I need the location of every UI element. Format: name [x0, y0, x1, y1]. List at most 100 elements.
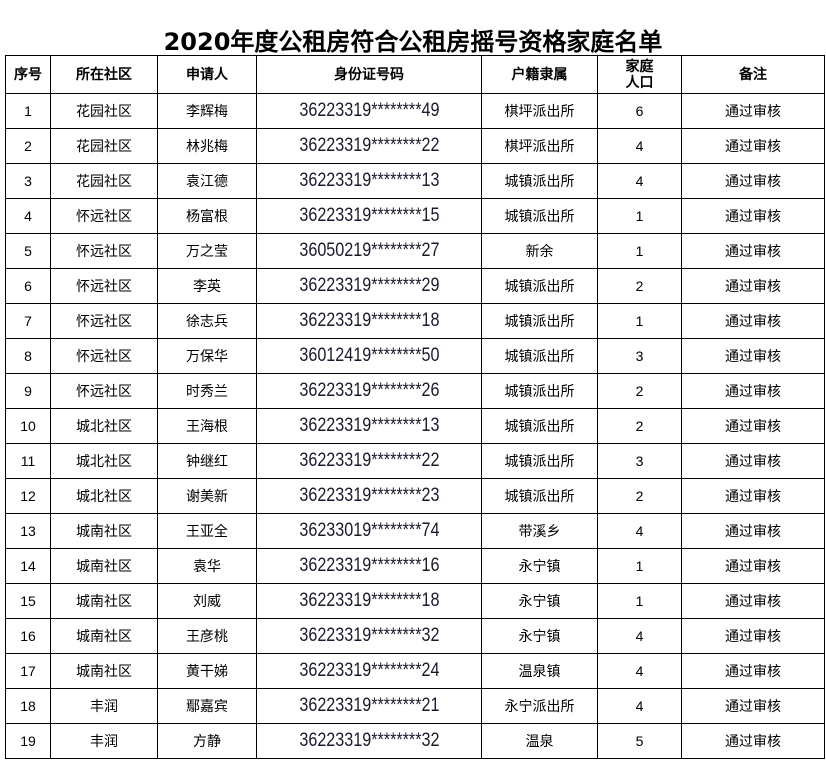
applicant-cell: 万之莹 — [157, 233, 257, 269]
household-cell: 城镇派出所 — [481, 163, 598, 199]
household-cell: 城镇派出所 — [481, 408, 598, 444]
remark-cell: 通过审核 — [681, 408, 825, 444]
table-row: 10 城北社区 王海根 36223319********13 城镇派出所 2 通过审核 — [5, 408, 825, 444]
community-cell: 丰润 — [50, 723, 158, 759]
id-number-text: 36223319********32 — [298, 730, 440, 751]
table-row: 15 城南社区 刘威 36223319********18 永宁镇 1 通过审核 — [5, 583, 825, 619]
applicant-cell: 谢美新 — [157, 478, 257, 514]
applicant-cell: 刘威 — [157, 583, 257, 619]
table-row: 14 城南社区 袁华 36223319********16 永宁镇 1 通过审核 — [5, 548, 825, 584]
seq-cell: 12 — [5, 478, 51, 514]
applicant-cell: 袁江德 — [157, 163, 257, 199]
family-size-cell: 1 — [597, 583, 682, 619]
id-number-text: 36223319********18 — [298, 310, 440, 331]
id-number-text: 36223319********22 — [298, 135, 440, 156]
community-cell: 城北社区 — [50, 478, 158, 514]
household-cell: 温泉镇 — [481, 653, 598, 689]
family-size-cell: 2 — [597, 373, 682, 409]
table-row: 16 城南社区 王彦桃 36223319********32 永宁镇 4 通过审核 — [5, 618, 825, 654]
household-cell: 永宁镇 — [481, 583, 598, 619]
applicant-cell: 李辉梅 — [157, 93, 257, 129]
id-number-cell: 36223319********13 — [256, 408, 482, 444]
remark-cell: 通过审核 — [681, 198, 825, 234]
seq-cell: 8 — [5, 338, 51, 374]
applicant-cell: 王海根 — [157, 408, 257, 444]
seq-cell: 18 — [5, 688, 51, 724]
remark-cell: 通过审核 — [681, 338, 825, 374]
family-size-cell: 4 — [597, 618, 682, 654]
remark-cell: 通过审核 — [681, 233, 825, 269]
id-number-text: 36223319********15 — [298, 205, 440, 226]
community-cell: 城南社区 — [50, 618, 158, 654]
seq-cell: 15 — [5, 583, 51, 619]
family-size-cell: 4 — [597, 653, 682, 689]
community-cell: 花园社区 — [50, 128, 158, 164]
family-size-cell: 5 — [597, 723, 682, 759]
household-cell: 城镇派出所 — [481, 198, 598, 234]
household-cell: 城镇派出所 — [481, 478, 598, 514]
remark-cell: 通过审核 — [681, 583, 825, 619]
family-size-cell: 4 — [597, 163, 682, 199]
community-cell: 怀远社区 — [50, 373, 158, 409]
community-cell: 城南社区 — [50, 653, 158, 689]
seq-cell: 6 — [5, 268, 51, 304]
id-number-cell: 36223319********16 — [256, 548, 482, 584]
family-size-cell: 2 — [597, 478, 682, 514]
id-number-text: 36012419********50 — [298, 345, 440, 366]
table-row: 6 怀远社区 李英 36223319********29 城镇派出所 2 通过审核 — [5, 268, 825, 304]
remark-cell: 通过审核 — [681, 373, 825, 409]
table-row: 18 丰润 鄢嘉宾 36223319********21 永宁派出所 4 通过审核 — [5, 688, 825, 724]
eligible-families-table: 序号 所在社区 申请人 身份证号码 户籍隶属 家庭 人口 备注 1 花园社区 李辉梅 3… — [5, 55, 825, 759]
applicant-cell: 钟继红 — [157, 443, 257, 479]
header-row: 序号 所在社区 申请人 身份证号码 户籍隶属 家庭 人口 备注 — [5, 55, 825, 94]
seq-cell: 9 — [5, 373, 51, 409]
id-number-cell: 36223319********22 — [256, 128, 482, 164]
id-number-cell: 36223319********23 — [256, 478, 482, 514]
household-cell: 城镇派出所 — [481, 303, 598, 339]
household-cell: 永宁镇 — [481, 548, 598, 584]
id-number-cell: 36223319********32 — [256, 618, 482, 654]
community-cell: 怀远社区 — [50, 268, 158, 304]
family-size-cell: 3 — [597, 338, 682, 374]
id-number-text: 36223319********49 — [298, 100, 440, 121]
table-row: 11 城北社区 钟继红 36223319********22 城镇派出所 3 通过审核 — [5, 443, 825, 479]
id-number-text: 36223319********21 — [298, 695, 440, 716]
applicant-cell: 万保华 — [157, 338, 257, 374]
id-number-cell: 36223319********18 — [256, 303, 482, 339]
id-number-text: 36050219********27 — [298, 240, 440, 261]
id-number-cell: 36223319********21 — [256, 688, 482, 724]
family-size-cell: 6 — [597, 93, 682, 129]
community-cell: 怀远社区 — [50, 303, 158, 339]
header-family-size-line1: 家庭 — [625, 58, 654, 75]
seq-cell: 4 — [5, 198, 51, 234]
applicant-cell: 袁华 — [157, 548, 257, 584]
id-number-cell: 36012419********50 — [256, 338, 482, 374]
id-number-text: 36223319********18 — [298, 590, 440, 611]
id-number-cell: 36223319********22 — [256, 443, 482, 479]
table-row: 17 城南社区 黄干娣 36223319********24 温泉镇 4 通过审核 — [5, 653, 825, 689]
header-family-size-line2: 人口 — [625, 74, 654, 91]
table-row: 4 怀远社区 杨富根 36223319********15 城镇派出所 1 通过审核 — [5, 198, 825, 234]
seq-cell: 5 — [5, 233, 51, 269]
table-row: 3 花园社区 袁江德 36223319********13 城镇派出所 4 通过审核 — [5, 163, 825, 199]
seq-cell: 11 — [5, 443, 51, 479]
household-cell: 棋坪派出所 — [481, 93, 598, 129]
family-size-cell: 1 — [597, 548, 682, 584]
id-number-cell: 36223319********49 — [256, 93, 482, 129]
table-row: 13 城南社区 王亚全 36233019********74 带溪乡 4 通过审核 — [5, 513, 825, 549]
applicant-cell: 方静 — [157, 723, 257, 759]
household-cell: 温泉 — [481, 723, 598, 759]
community-cell: 怀远社区 — [50, 198, 158, 234]
seq-cell: 10 — [5, 408, 51, 444]
id-number-cell: 36223319********18 — [256, 583, 482, 619]
seq-cell: 14 — [5, 548, 51, 584]
remark-cell: 通过审核 — [681, 93, 825, 129]
community-cell: 城南社区 — [50, 513, 158, 549]
header-family-size: 家庭 人口 — [597, 55, 682, 94]
applicant-cell: 黄干娣 — [157, 653, 257, 689]
table-row: 7 怀远社区 徐志兵 36223319********18 城镇派出所 1 通过审核 — [5, 303, 825, 339]
remark-cell: 通过审核 — [681, 548, 825, 584]
applicant-cell: 王彦桃 — [157, 618, 257, 654]
household-cell: 城镇派出所 — [481, 443, 598, 479]
table-row: 8 怀远社区 万保华 36012419********50 城镇派出所 3 通过审核 — [5, 338, 825, 374]
